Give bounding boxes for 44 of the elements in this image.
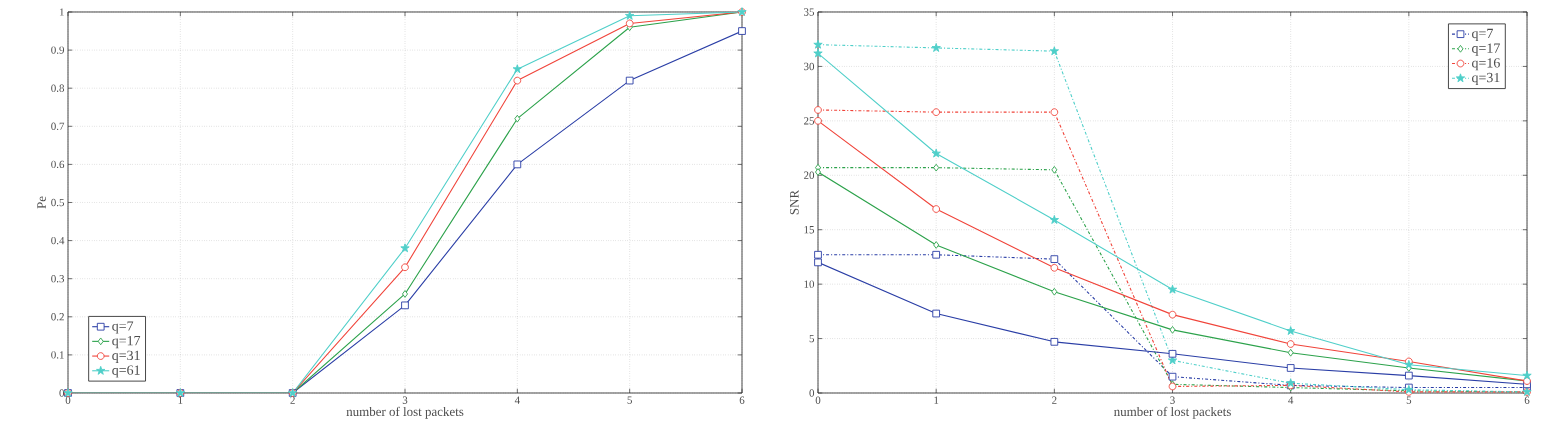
x-tick-label: 2 xyxy=(1052,396,1057,404)
legend-label: q=7 xyxy=(1472,28,1493,41)
y-tick-label: 0.7 xyxy=(51,122,65,131)
y-tick-label: 25 xyxy=(804,117,815,125)
y-tick-label: 5 xyxy=(809,334,815,343)
x-tick-label: 4 xyxy=(1288,396,1294,404)
x-tick-label: 5 xyxy=(1406,396,1412,404)
x-axis-title: number of lost packets xyxy=(1114,406,1231,419)
y-tick-label: 10 xyxy=(804,280,815,288)
y-axis-title: Pe xyxy=(37,196,46,209)
x-tick-label: 4 xyxy=(514,396,520,404)
x-tick-label: 1 xyxy=(178,396,183,404)
legend-label: q=7 xyxy=(112,321,134,334)
x-tick-label: 6 xyxy=(1524,396,1530,404)
x-tick-label: 0 xyxy=(815,396,821,404)
x-tick-label: 0 xyxy=(65,396,71,404)
y-tick-label: 0.6 xyxy=(51,160,65,169)
legend-label: q=16 xyxy=(1472,58,1500,71)
y-tick-label: 0.2 xyxy=(51,313,64,321)
y-axis-title: SNR xyxy=(789,189,799,215)
x-tick-label: 3 xyxy=(1170,396,1175,404)
y-tick-label: 0.5 xyxy=(51,198,65,207)
y-tick-label: 30 xyxy=(804,62,815,71)
y-tick-label: 15 xyxy=(804,226,815,234)
y-tick-label: 0.3 xyxy=(51,274,65,283)
x-tick-label: 6 xyxy=(739,396,745,404)
y-tick-label: 0 xyxy=(809,389,815,397)
x-tick-label: 1 xyxy=(934,396,939,404)
y-tick-label: 0 xyxy=(59,389,65,397)
y-tick-label: 0.8 xyxy=(51,84,65,92)
y-tick-label: 20 xyxy=(804,171,815,179)
x-axis-title: number of lost packets xyxy=(346,406,464,419)
y-tick-label: 1 xyxy=(59,8,64,16)
y-tick-label: 0.1 xyxy=(51,351,64,359)
legend-label: q=17 xyxy=(112,336,141,349)
legend-label: q=17 xyxy=(1472,43,1500,56)
x-tick-label: 5 xyxy=(627,396,632,404)
y-tick-label: 35 xyxy=(804,8,815,16)
y-tick-label: 0.9 xyxy=(51,46,65,54)
x-tick-label: 3 xyxy=(402,396,408,404)
legend-label: q=31 xyxy=(1472,72,1500,86)
y-tick-label: 0.4 xyxy=(51,236,65,245)
legend-label: q=31 xyxy=(112,350,140,363)
legend-label: q=61 xyxy=(112,365,140,378)
